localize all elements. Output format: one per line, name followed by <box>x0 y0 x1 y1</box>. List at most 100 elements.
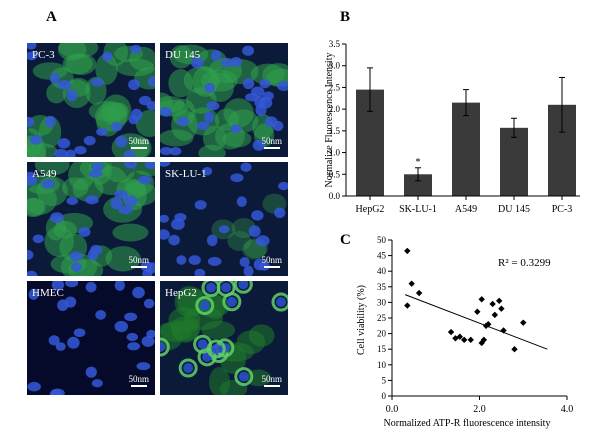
cell-nucleus <box>95 310 107 320</box>
cell-nucleus <box>114 190 129 199</box>
cell-nucleus <box>207 256 222 266</box>
cell-nucleus <box>55 342 66 351</box>
cell-nucleus <box>29 134 43 145</box>
scatter-chart-y-tick-label: 5 <box>382 375 387 385</box>
cell-nucleus <box>211 50 222 62</box>
cell-nucleus <box>57 299 69 312</box>
cell-nucleus <box>124 195 138 207</box>
cell-nucleus <box>124 162 137 169</box>
cell-nucleus <box>243 265 254 276</box>
scatter-point <box>489 300 496 308</box>
cell-nucleus <box>40 179 55 189</box>
cell-nucleus <box>194 200 207 210</box>
scale-bar-label: 50nm <box>261 255 282 265</box>
scatter-chart-y-tick-label: 45 <box>377 251 387 261</box>
cell-nucleus <box>57 138 71 149</box>
cell-cytoplasm <box>27 143 58 157</box>
cell-nucleus <box>132 286 145 299</box>
panel-label-b: B <box>340 9 351 25</box>
scale-bar: 50nm <box>261 374 282 387</box>
cell-nucleus <box>196 121 210 131</box>
cell-nucleus <box>240 162 252 172</box>
cell-nucleus <box>145 262 155 274</box>
cell-nucleus <box>242 78 255 90</box>
cell-nucleus <box>27 51 38 61</box>
cell-nucleus <box>275 296 286 307</box>
scatter-chart-y-tick-label: 35 <box>377 282 387 292</box>
micrograph-sklu1: SK-LU-1 50nm <box>160 162 288 276</box>
cell-nucleus <box>66 196 78 206</box>
bar-chart-category-label: HepG2 <box>356 204 385 215</box>
cell-nucleus <box>236 196 247 207</box>
cell-cytoplasm <box>34 162 70 176</box>
bar-chart-y-tick-label: 1.0 <box>329 148 341 158</box>
cell-nucleus <box>220 58 233 68</box>
bar-chart-y-tick-label: 2.0 <box>329 104 341 114</box>
scatter-chart-y-tick-label: 20 <box>377 329 387 339</box>
cell-nucleus <box>124 312 138 322</box>
cell-nucleus <box>253 258 266 271</box>
cell-ring <box>233 281 253 294</box>
scatter-chart-x-tick-label: 2.0 <box>473 404 486 415</box>
scatter-chart-y-axis-label: Cell viability (%) <box>356 285 367 355</box>
cell-nucleus <box>141 335 155 347</box>
r-squared-annotation: R² = 0.3299 <box>498 257 551 269</box>
cell-nucleus <box>230 124 242 134</box>
cell-nucleus <box>27 116 35 127</box>
cell-nucleus <box>160 229 170 240</box>
scatter-chart-y-tick-label: 30 <box>377 297 387 307</box>
cell-nucleus <box>48 335 60 346</box>
cell-nucleus <box>85 366 97 378</box>
scatter-point <box>474 308 481 315</box>
cell-nucleus <box>114 281 125 291</box>
cell-nucleus <box>27 381 41 392</box>
scale-bar-label: 50nm <box>261 374 282 384</box>
scatter-chart-y-tick-label: 40 <box>377 266 387 276</box>
cell-ring <box>195 296 215 316</box>
trendline <box>404 294 548 350</box>
micrograph-label: SK-LU-1 <box>165 168 207 180</box>
cell-nucleus <box>143 298 155 309</box>
cell-nucleus <box>83 135 96 146</box>
bar-chart-category-label: A549 <box>455 204 477 215</box>
cell-nucleus <box>169 147 182 156</box>
bar-chart-category-label: PC-3 <box>552 204 573 215</box>
cell-nucleus <box>278 181 288 191</box>
cell-nucleus <box>49 72 60 84</box>
cell-nucleus <box>160 162 171 167</box>
cell-nucleus <box>230 173 244 183</box>
scatter-point <box>404 247 411 255</box>
scatter-point <box>467 336 474 344</box>
cell-nucleus <box>199 300 210 311</box>
cell-nucleus <box>67 336 80 349</box>
scale-bar-label: 50nm <box>128 374 149 384</box>
cell-nucleus <box>230 56 242 67</box>
cell-nucleus <box>204 82 216 93</box>
micrograph-label: HepG2 <box>165 287 197 299</box>
scale-bar: 50nm <box>128 255 149 268</box>
cell-nucleus <box>27 43 37 50</box>
cell-nucleus <box>78 226 91 238</box>
cell-cytoplasm <box>227 230 252 251</box>
cell-nucleus <box>160 341 166 352</box>
cell-ring <box>160 337 170 357</box>
cell-cytoplasm <box>169 44 193 69</box>
micrograph-hepg2-image <box>160 281 288 395</box>
cell-nucleus <box>277 81 288 91</box>
cell-nucleus <box>206 101 220 111</box>
cell-nucleus <box>218 225 230 234</box>
micrograph-label: A549 <box>32 168 57 180</box>
cell-nucleus <box>32 234 44 244</box>
cell-nucleus <box>146 329 155 338</box>
cell-nucleus <box>73 328 86 338</box>
cell-nucleus <box>115 135 128 148</box>
cell-nucleus <box>264 116 278 128</box>
cell-cytoplasm <box>27 197 45 217</box>
panel-label-a: A <box>46 9 57 25</box>
scatter-point <box>404 302 411 309</box>
micrograph-a549-image <box>27 162 155 276</box>
cell-nucleus <box>123 150 136 157</box>
cell-nucleus <box>211 343 222 354</box>
cell-nucleus <box>147 76 155 87</box>
cell-nucleus <box>176 116 190 127</box>
